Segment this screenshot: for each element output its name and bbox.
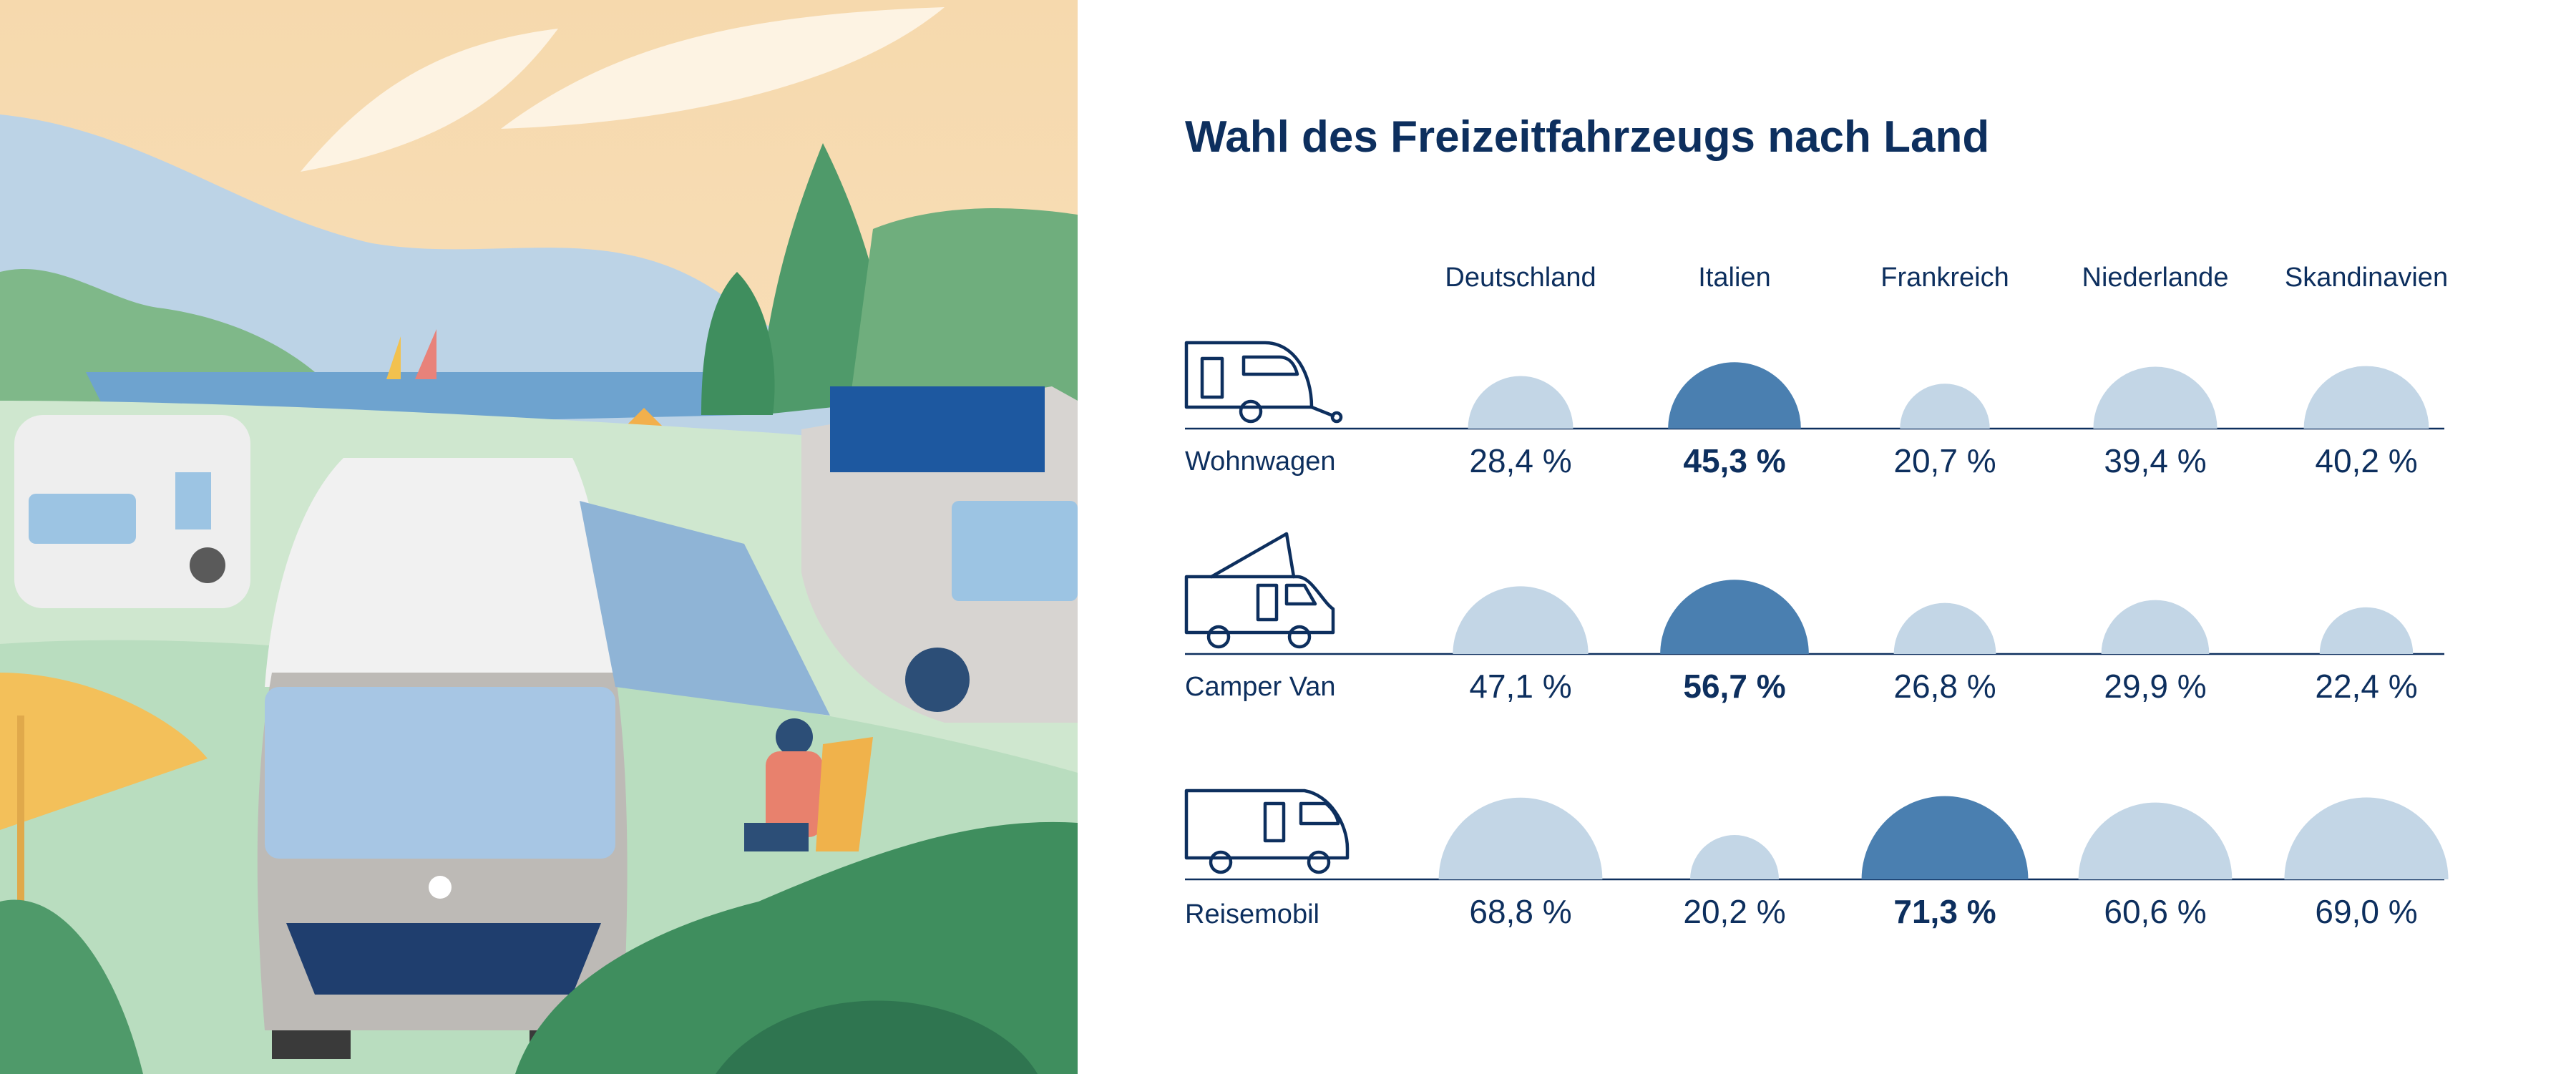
value-label: 60,6 % [2104,893,2206,930]
row-wohnwagen: Wohnwagen 28,4 % 45,3 % 20,7 % 39,4 % 40,2 % [1184,341,2444,479]
country-header-4: Skandinavien [2285,263,2448,293]
value-semicircle [1453,586,1589,654]
value-label: 26,8 % [1893,668,1996,705]
country-header-2: Frankreich [1880,263,2009,293]
chart-rows: Wohnwagen 28,4 % 45,3 % 20,7 % 39,4 % 40,2 % C… [1184,341,2449,930]
value-label: 45,3 % [1683,442,1785,479]
value-label: 47,1 % [1469,668,1571,705]
value-semicircle [2319,607,2414,654]
value-semicircle [2093,366,2218,429]
value-semicircle [1668,362,1801,429]
motorhome-icon [1184,789,1350,874]
row-label: Wohnwagen [1185,446,1336,477]
caravan-icon [1184,341,1343,424]
value-semicircle [2284,797,2449,879]
value-semicircle [1468,376,1574,429]
value-label: 29,9 % [2104,668,2206,705]
value-label: 20,2 % [1683,893,1785,930]
row-label: Reisemobil [1185,899,1319,929]
value-label: 68,8 % [1469,893,1571,930]
camper-van-icon [1184,532,1335,649]
value-semicircle [1893,602,1996,654]
camping-scene-illustration [0,0,1078,1074]
value-label: 39,4 % [2104,442,2206,479]
value-semicircle [2078,802,2233,879]
value-semicircle [1861,796,2029,879]
value-label: 28,4 % [1469,442,1571,479]
value-label: 40,2 % [2315,442,2417,479]
value-label: 20,7 % [1893,442,1996,479]
value-semicircle [2303,366,2429,429]
value-label: 71,3 % [1893,893,1996,930]
country-header-0: Deutschland [1445,263,1596,293]
row-label: Camper Van [1185,672,1336,702]
value-semicircle [2101,600,2210,654]
value-semicircle [1900,384,1990,429]
country-headers: Deutschland Italien Frankreich Niederlande S… [1445,263,2448,293]
chart-title: Wahl des Freizeitfahrzeugs nach Land [1185,112,1989,162]
row-reisemobil: Reisemobil 68,8 % 20,2 % 71,3 % 60,6 % 69,0 % [1184,789,2449,930]
value-label: 69,0 % [2315,893,2417,930]
country-header-1: Italien [1698,263,1770,293]
value-label: 56,7 % [1683,668,1785,705]
value-semicircle [1438,797,1603,879]
value-semicircle [1660,580,1809,654]
country-header-3: Niederlande [2082,263,2229,293]
row-camper-van: Camper Van 47,1 % 56,7 % 26,8 % 29,9 % 22,4 % [1184,532,2444,705]
value-label: 22,4 % [2315,668,2417,705]
value-semicircle [1690,835,1779,879]
vehicle-choice-chart: Wahl des Freizeitfahrzeugs nach Land Deu… [1184,112,2449,930]
